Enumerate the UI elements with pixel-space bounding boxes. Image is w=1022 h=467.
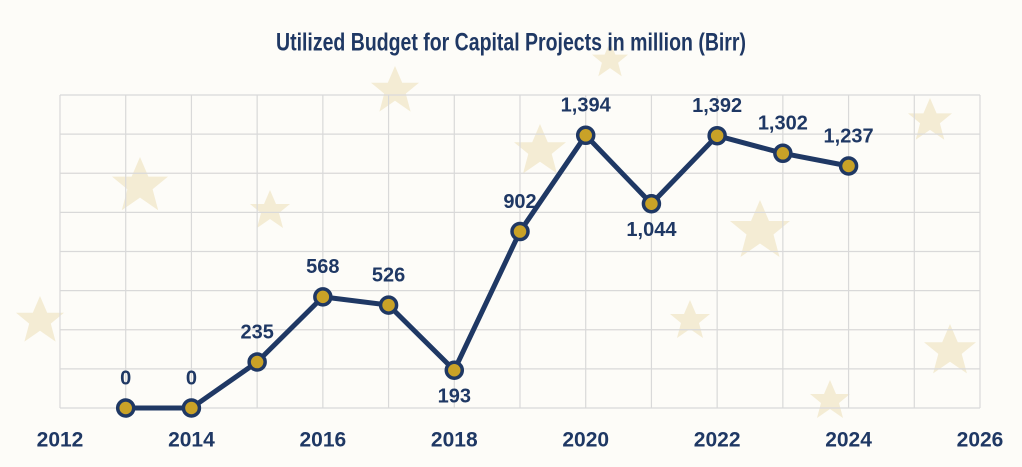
- data-label: 193: [438, 386, 471, 408]
- data-point: [512, 224, 528, 240]
- x-tick-label: 2024: [825, 429, 872, 452]
- data-point: [578, 127, 594, 143]
- data-label: 1,392: [692, 95, 742, 117]
- data-point: [775, 145, 791, 161]
- data-label: 1,302: [758, 113, 808, 135]
- data-point: [381, 297, 397, 313]
- data-label: 568: [306, 256, 339, 278]
- data-label: 235: [240, 321, 273, 343]
- x-tick-label: 2016: [299, 429, 346, 452]
- data-point: [315, 289, 331, 305]
- data-point: [709, 128, 725, 144]
- data-label: 1,044: [626, 219, 677, 241]
- data-label: 1,394: [561, 95, 612, 117]
- data-point: [249, 354, 265, 370]
- data-label: 0: [120, 367, 131, 389]
- chart-title: Utilized Budget for Capital Projects in …: [276, 28, 746, 56]
- chart: Utilized Budget for Capital Projects in …: [0, 0, 1022, 467]
- data-label: 1,237: [824, 125, 874, 147]
- data-point: [446, 362, 462, 378]
- x-tick-label: 2014: [168, 429, 215, 452]
- data-point: [643, 196, 659, 212]
- data-label: 902: [503, 191, 536, 213]
- x-tick-label: 2020: [562, 429, 609, 452]
- data-point: [118, 400, 134, 416]
- x-tick-label: 2022: [694, 429, 741, 452]
- x-tick-label: 2012: [37, 429, 84, 452]
- data-label: 0: [186, 367, 197, 389]
- data-label: 526: [372, 264, 405, 286]
- x-tick-label: 2026: [957, 429, 1004, 452]
- data-point: [183, 400, 199, 416]
- x-tick-label: 2018: [431, 429, 478, 452]
- data-point: [841, 158, 857, 174]
